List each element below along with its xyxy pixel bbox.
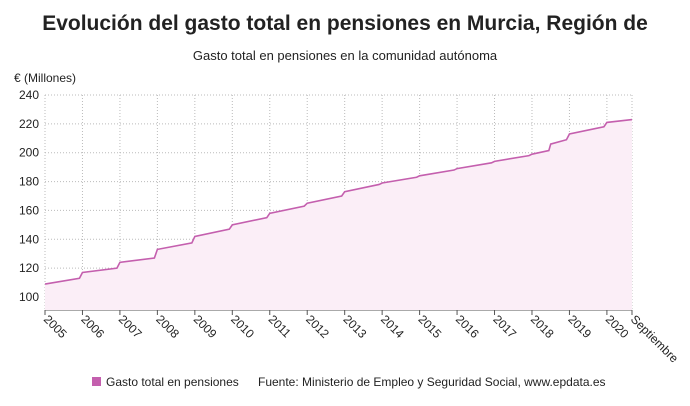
x-tick-label: 2007 [116, 312, 145, 341]
x-tick-label: 2012 [303, 312, 332, 341]
y-tick-label: 200 [19, 146, 39, 160]
x-tick-label: 2009 [191, 312, 220, 341]
y-tick-label: 220 [19, 117, 39, 131]
x-tick-label: 2018 [528, 312, 557, 341]
line [44, 118, 633, 285]
x-tick-label: 2020 [603, 312, 632, 341]
x-tick-label: 2014 [378, 312, 407, 341]
y-tick-label: 100 [19, 290, 39, 304]
chart-subtitle: Gasto total en pensiones en la comunidad… [193, 48, 498, 63]
x-tick-label: 2015 [415, 312, 444, 341]
chart-title: Evolución del gasto total en pensiones e… [42, 12, 648, 35]
source: Fuente: Ministerio de Empleo y Seguridad… [258, 375, 606, 389]
legend-label: Gasto total en pensiones [106, 375, 239, 389]
y-tick-label: 180 [19, 175, 39, 189]
y-tick-label: 160 [19, 203, 39, 217]
x-tick-label: 2017 [490, 312, 519, 341]
legend-swatch [92, 377, 101, 386]
x-tick-label: 2016 [453, 312, 482, 341]
area [45, 119, 632, 310]
x-tick-label: 2005 [41, 312, 70, 341]
x-tick-label: Septiembre [628, 312, 682, 366]
x-tick-label: 2013 [341, 312, 370, 341]
x-tick-label: 2006 [78, 312, 107, 341]
y-tick-label: 240 [19, 88, 39, 102]
x-tick-label: 2019 [565, 312, 594, 341]
x-tick-label: 2010 [228, 312, 257, 341]
x-tick-label: 2011 [266, 312, 294, 340]
y-tick-label: 120 [19, 261, 39, 275]
y-axis-label: € (Millones) [14, 71, 76, 85]
x-tick-label: 2008 [153, 312, 182, 341]
y-tick-label: 140 [19, 232, 39, 246]
